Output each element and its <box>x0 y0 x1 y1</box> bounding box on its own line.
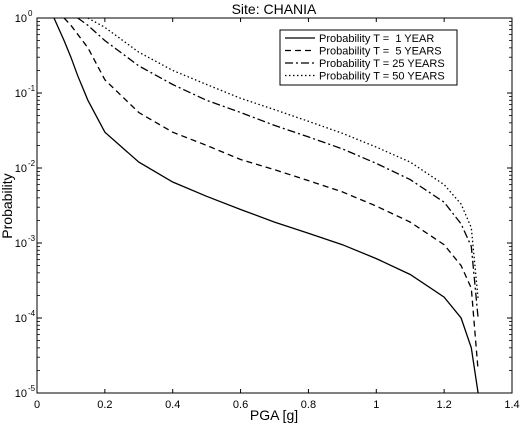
y-tick-label: 10 <box>15 13 27 25</box>
series-line-4 <box>87 17 479 299</box>
y-tick-exponent: -5 <box>28 384 36 393</box>
series-line-3 <box>77 17 479 319</box>
x-tick-label: 0.4 <box>165 399 180 411</box>
x-tick-label: 0.6 <box>233 399 248 411</box>
y-tick-label: 10 <box>15 238 27 250</box>
x-tick-label: 0 <box>34 399 40 411</box>
y-axis-label: Probability <box>0 173 15 238</box>
series-lines <box>53 17 479 394</box>
y-tick-label: 10 <box>15 88 27 100</box>
y-tick-exponent: 0 <box>28 9 33 18</box>
x-tick-label: 1 <box>373 399 379 411</box>
y-tick-exponent: -2 <box>28 159 36 168</box>
legend-label-4: Probability T = 50 YEARS <box>319 71 445 83</box>
y-tick-label: 10 <box>15 313 27 325</box>
axis-ticks: 0 0.2 0.4 0.6 0.8 1 1.2 1.410-510-410-310-210-1… <box>15 9 520 411</box>
series-line-2 <box>63 17 479 371</box>
y-tick-exponent: -4 <box>28 309 36 318</box>
y-tick-exponent: -1 <box>28 84 36 93</box>
legend-label-3: Probability T = 25 YEARS <box>319 58 445 70</box>
series-line-1 <box>53 17 479 394</box>
y-tick-label: 10 <box>15 163 27 175</box>
x-tick-label: 1.2 <box>436 399 451 411</box>
legend-label-1: Probability T = 1 YEAR <box>319 33 434 45</box>
x-tick-label: 0.2 <box>97 399 112 411</box>
x-tick-label: 1.4 <box>504 399 519 411</box>
x-axis-label: PGA [g] <box>250 407 298 423</box>
y-tick-label: 10 <box>15 388 27 400</box>
chart-title: Site: CHANIA <box>232 1 317 17</box>
legend-label-2: Probability T = 5 YEARS <box>319 46 442 58</box>
y-tick-exponent: -3 <box>28 234 36 243</box>
x-tick-label: 0.8 <box>301 399 316 411</box>
